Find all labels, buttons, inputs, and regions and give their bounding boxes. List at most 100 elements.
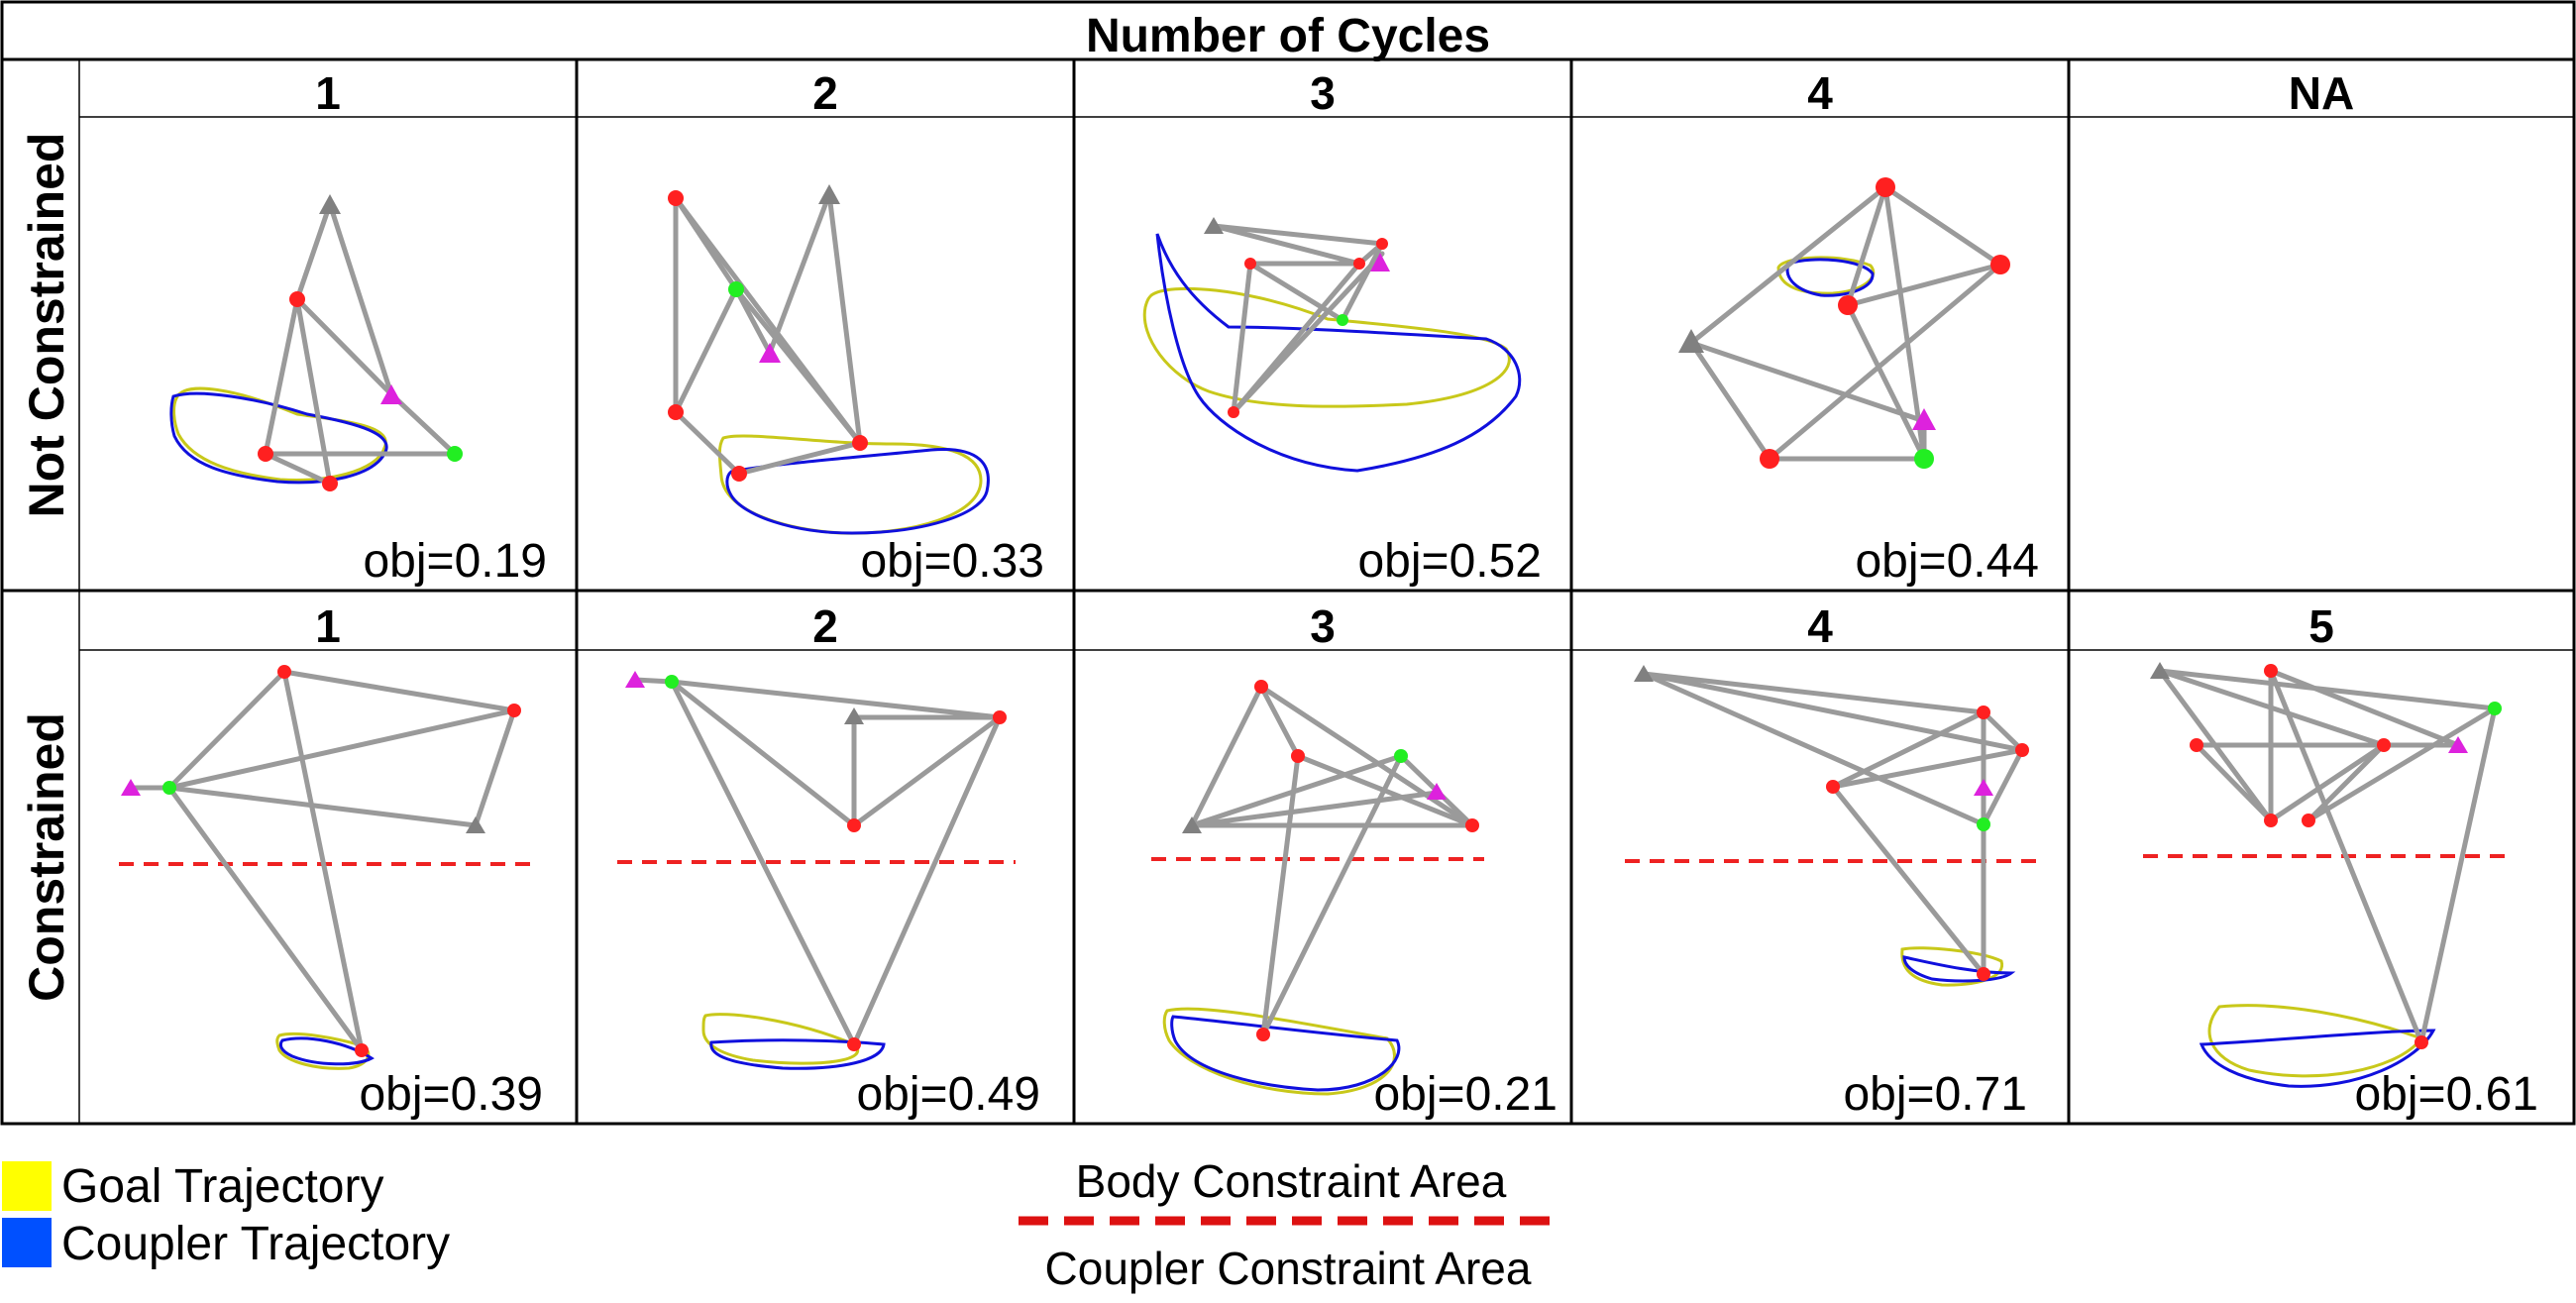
ground-joint-icon xyxy=(1678,329,1704,353)
revolute-joint xyxy=(507,704,521,717)
mechanism-r1-c3 xyxy=(1162,680,1479,1096)
row-label-constrained: Constrained xyxy=(19,712,74,1002)
objective-value: obj=0.44 xyxy=(1855,535,2039,588)
ground-joint-icon xyxy=(466,816,485,833)
revolute-joint xyxy=(852,435,868,451)
goal-trajectory xyxy=(2207,1004,2424,1078)
input-joint xyxy=(2488,702,2502,715)
coupler-trajectory xyxy=(2199,1029,2436,1088)
coupler-trajectory xyxy=(1155,233,1522,473)
mechanism-r1-c4 xyxy=(1634,665,2029,987)
revolute-joint xyxy=(1977,706,1990,719)
revolute-joint xyxy=(1376,238,1388,250)
cycles-label: 5 xyxy=(2308,600,2334,652)
cycles-label: 4 xyxy=(1807,67,1833,119)
mechanism-r0-c2 xyxy=(668,184,990,535)
revolute-joint xyxy=(668,404,684,420)
coupler-trajectory xyxy=(169,391,388,485)
coupler-trajectory xyxy=(725,447,990,535)
revolute-joint xyxy=(1291,749,1305,763)
objective-value: obj=0.49 xyxy=(856,1068,1040,1121)
figure-title: Number of Cycles xyxy=(1086,10,1490,62)
revolute-joint xyxy=(2302,814,2315,827)
coupler-trajectory xyxy=(1902,955,2016,983)
mechanism-r1-c5 xyxy=(2150,662,2502,1088)
revolute-joint xyxy=(322,476,338,491)
objective-value: obj=0.19 xyxy=(363,535,547,588)
coupler-trajectory xyxy=(1170,1015,1401,1092)
ground-joint-icon xyxy=(1204,217,1224,234)
legend-goal-label: Goal Trajectory xyxy=(61,1160,383,1213)
ground-joint-icon xyxy=(2150,662,2170,679)
mechanism-r1-c1 xyxy=(121,665,521,1070)
output-point-icon xyxy=(625,671,645,688)
revolute-joint xyxy=(1353,258,1365,270)
revolute-joint xyxy=(993,710,1007,724)
mechanism-r0-c1 xyxy=(169,194,463,491)
revolute-joint xyxy=(1990,255,2010,274)
revolute-joint xyxy=(258,446,273,462)
coupler-swatch xyxy=(2,1218,52,1267)
objective-value: obj=0.52 xyxy=(1357,535,1542,588)
objective-value: obj=0.39 xyxy=(359,1068,543,1121)
goal-swatch xyxy=(2,1161,52,1211)
output-point-icon xyxy=(759,343,781,363)
cycles-label: 3 xyxy=(1310,67,1336,119)
revolute-joint xyxy=(1977,967,1990,981)
revolute-joint xyxy=(2264,664,2278,678)
cycles-label: 4 xyxy=(1807,600,1833,652)
row-label-not-constrained: Not Constrained xyxy=(19,133,74,518)
mechanism-r0-c3 xyxy=(1142,217,1522,473)
cycles-label: 1 xyxy=(315,67,341,119)
input-joint xyxy=(1914,449,1934,469)
output-point-icon xyxy=(380,384,402,404)
ground-joint-icon xyxy=(1634,665,1654,682)
goal-trajectory xyxy=(717,434,983,535)
revolute-joint xyxy=(2415,1035,2428,1049)
revolute-joint xyxy=(1465,818,1479,832)
body-constraint-lines xyxy=(119,854,2512,866)
ground-joint-icon xyxy=(818,184,840,204)
coupler-trajectory xyxy=(278,1036,375,1066)
input-joint xyxy=(1394,749,1408,763)
legend-coupler-label: Coupler Trajectory xyxy=(61,1218,450,1270)
objective-value: obj=0.33 xyxy=(860,535,1044,588)
revolute-joint xyxy=(1760,449,1779,469)
objective-value: obj=0.61 xyxy=(2354,1068,2538,1121)
cycles-label: 2 xyxy=(812,67,838,119)
coupler-trajectory xyxy=(709,1038,886,1070)
revolute-joint xyxy=(1256,1028,1270,1041)
revolute-joint xyxy=(1228,406,1239,418)
legend: Goal Trajectory Coupler Trajectory Body … xyxy=(2,1155,1563,1294)
revolute-joint xyxy=(2190,738,2203,752)
input-joint xyxy=(162,781,176,795)
ground-joint-icon xyxy=(1182,816,1202,833)
mechanism-r0-c4 xyxy=(1678,177,2010,469)
revolute-joint xyxy=(847,818,861,832)
output-point-icon xyxy=(1370,253,1390,271)
output-point-icon xyxy=(1427,783,1447,800)
revolute-joint xyxy=(2377,738,2391,752)
output-point-icon xyxy=(2448,736,2468,753)
revolute-joint xyxy=(1876,177,1895,197)
goal-trajectory xyxy=(1900,946,2004,987)
mechanism-r1-c2 xyxy=(625,671,1007,1070)
goal-trajectory xyxy=(701,1013,860,1065)
ground-joint-icon xyxy=(844,707,864,724)
legend-coupler-area-label: Coupler Constraint Area xyxy=(1045,1243,1532,1294)
ground-joint-icon xyxy=(319,194,341,214)
cycles-label: 1 xyxy=(315,600,341,652)
objective-value: obj=0.21 xyxy=(1373,1068,1557,1121)
input-joint xyxy=(1337,314,1348,326)
revolute-joint xyxy=(277,665,291,679)
cycles-label: 2 xyxy=(812,600,838,652)
output-point-icon xyxy=(1974,779,1993,796)
revolute-joint xyxy=(2015,743,2029,757)
revolute-joint xyxy=(2264,814,2278,827)
goal-trajectory xyxy=(275,1032,371,1070)
input-joint xyxy=(447,446,463,462)
cycles-label: 3 xyxy=(1310,600,1336,652)
revolute-joint xyxy=(847,1037,861,1051)
output-point-icon xyxy=(1912,408,1936,430)
